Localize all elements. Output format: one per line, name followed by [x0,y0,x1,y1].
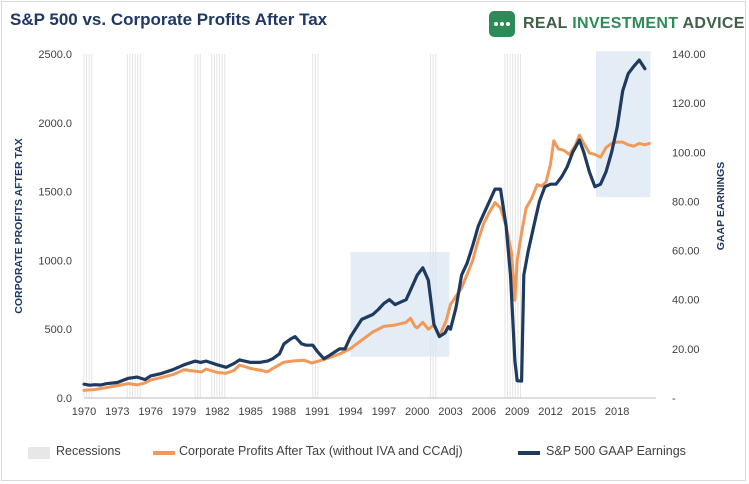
y-left-axis-title: CORPORATE PROFITS AFTER TAX [13,138,25,313]
legend-label: S&P 500 GAAP Earnings [546,444,686,458]
y-right-axis-title: GAAP EARNINGS [715,162,727,251]
y-left-tick-label: 500.0 [44,324,72,336]
chart: 0.0 500.0 1000.0 1500.0 2000.0 2500.0 - 20.00 40… [13,49,727,418]
x-tick-label: 2000 [405,406,429,418]
y-right-tick-label: 60.00 [672,246,700,258]
legend-swatch [518,451,540,455]
x-tick-label: 2018 [605,406,629,418]
x-tick-label: 1979 [172,406,196,418]
page-title: S&P 500 vs. Corporate Profits After Tax [10,10,328,29]
x-tick-label: 1976 [138,406,162,418]
y-right-tick-label: 140.00 [672,49,706,61]
x-tick-label: 1997 [372,406,396,418]
y-left-tick-label: 2000.0 [38,118,72,130]
y-left-tick-label: 2500.0 [38,49,72,61]
y-right-tick-label: 20.00 [672,344,700,356]
x-tick-label: 2012 [538,406,562,418]
y-right-tick-label: 100.00 [672,147,706,159]
legend-swatch [153,451,175,455]
x-tick-label: 2003 [438,406,462,418]
y-left-tick-label: 1000.0 [38,255,72,267]
y-right-tick-label: - [672,393,676,405]
y-right-tick-label: 120.00 [672,98,706,110]
chat-bubble-icon [489,11,515,37]
x-tick-label: 1973 [105,406,129,418]
y-left-tick-label: 0.0 [57,393,72,405]
legend-label: Recessions [56,444,121,458]
x-tick-label: 2015 [572,406,596,418]
x-tick-label: 1994 [338,406,362,418]
series-line-gaap-earnings [82,58,647,387]
y-right-tick-label: 80.00 [672,196,700,208]
brand-name: REAL INVESTMENT ADVICE [523,15,745,32]
x-tick-label: 1985 [238,406,262,418]
highlight-box-0 [350,252,450,357]
x-tick-label: 1991 [305,406,329,418]
y-left-tick-label: 1500.0 [38,187,72,199]
x-tick-label: 1982 [205,406,229,418]
legend-swatch [28,447,50,459]
brand-logo: REAL INVESTMENT ADVICE [489,11,744,39]
x-tick-label: 2009 [505,406,529,418]
x-tick-label: 2006 [472,406,496,418]
y-right-tick-label: 40.00 [672,295,700,307]
legend-label: Corporate Profits After Tax (without IVA… [179,444,463,458]
x-tick-label: 1970 [72,406,96,418]
x-tick-label: 1988 [272,406,296,418]
